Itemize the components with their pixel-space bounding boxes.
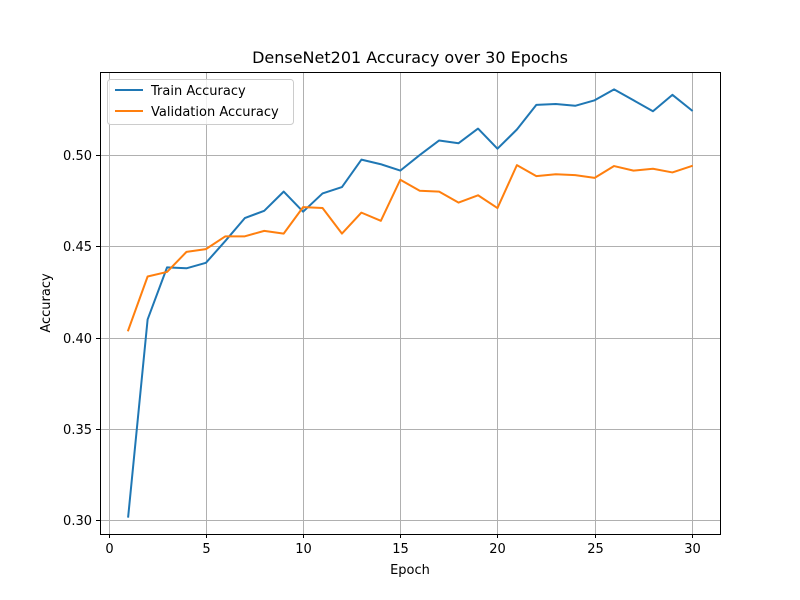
- y-tick-label: 0.30: [63, 514, 92, 529]
- legend-label-train-accuracy: Train Accuracy: [150, 84, 246, 99]
- y-tick-label: 0.35: [63, 423, 92, 438]
- legend-frame: [107, 79, 294, 125]
- x-tick-label: 15: [392, 542, 409, 557]
- legend: Train Accuracy Validation Accuracy: [107, 79, 294, 125]
- series-layer: [126, 88, 694, 518]
- grid: [100, 72, 720, 534]
- x-tick-label: 10: [295, 542, 312, 557]
- plot-frame: [100, 72, 721, 535]
- axis-ticks: 0 5 10 15 20 25 30 0.30 0.35 0.40 0.45 0.50: [63, 149, 701, 557]
- x-tick-label: 20: [489, 542, 506, 557]
- y-axis-label: Accuracy: [39, 273, 54, 333]
- chart-title: DenseNet201 Accuracy over 30 Epochs: [252, 48, 568, 67]
- x-tick-label: 5: [202, 542, 210, 557]
- x-tick-label: 30: [684, 542, 701, 557]
- legend-label-validation-accuracy: Validation Accuracy: [151, 105, 279, 120]
- x-tick-label: 25: [587, 542, 604, 557]
- y-tick-label: 0.40: [63, 332, 92, 347]
- series-line-validation-accuracy: [126, 164, 694, 332]
- x-axis-label: Epoch: [390, 563, 430, 578]
- series-line-train-accuracy: [127, 88, 694, 518]
- x-tick-label: 0: [105, 542, 113, 557]
- y-tick-label: 0.45: [63, 240, 92, 255]
- y-tick-label: 0.50: [63, 149, 92, 164]
